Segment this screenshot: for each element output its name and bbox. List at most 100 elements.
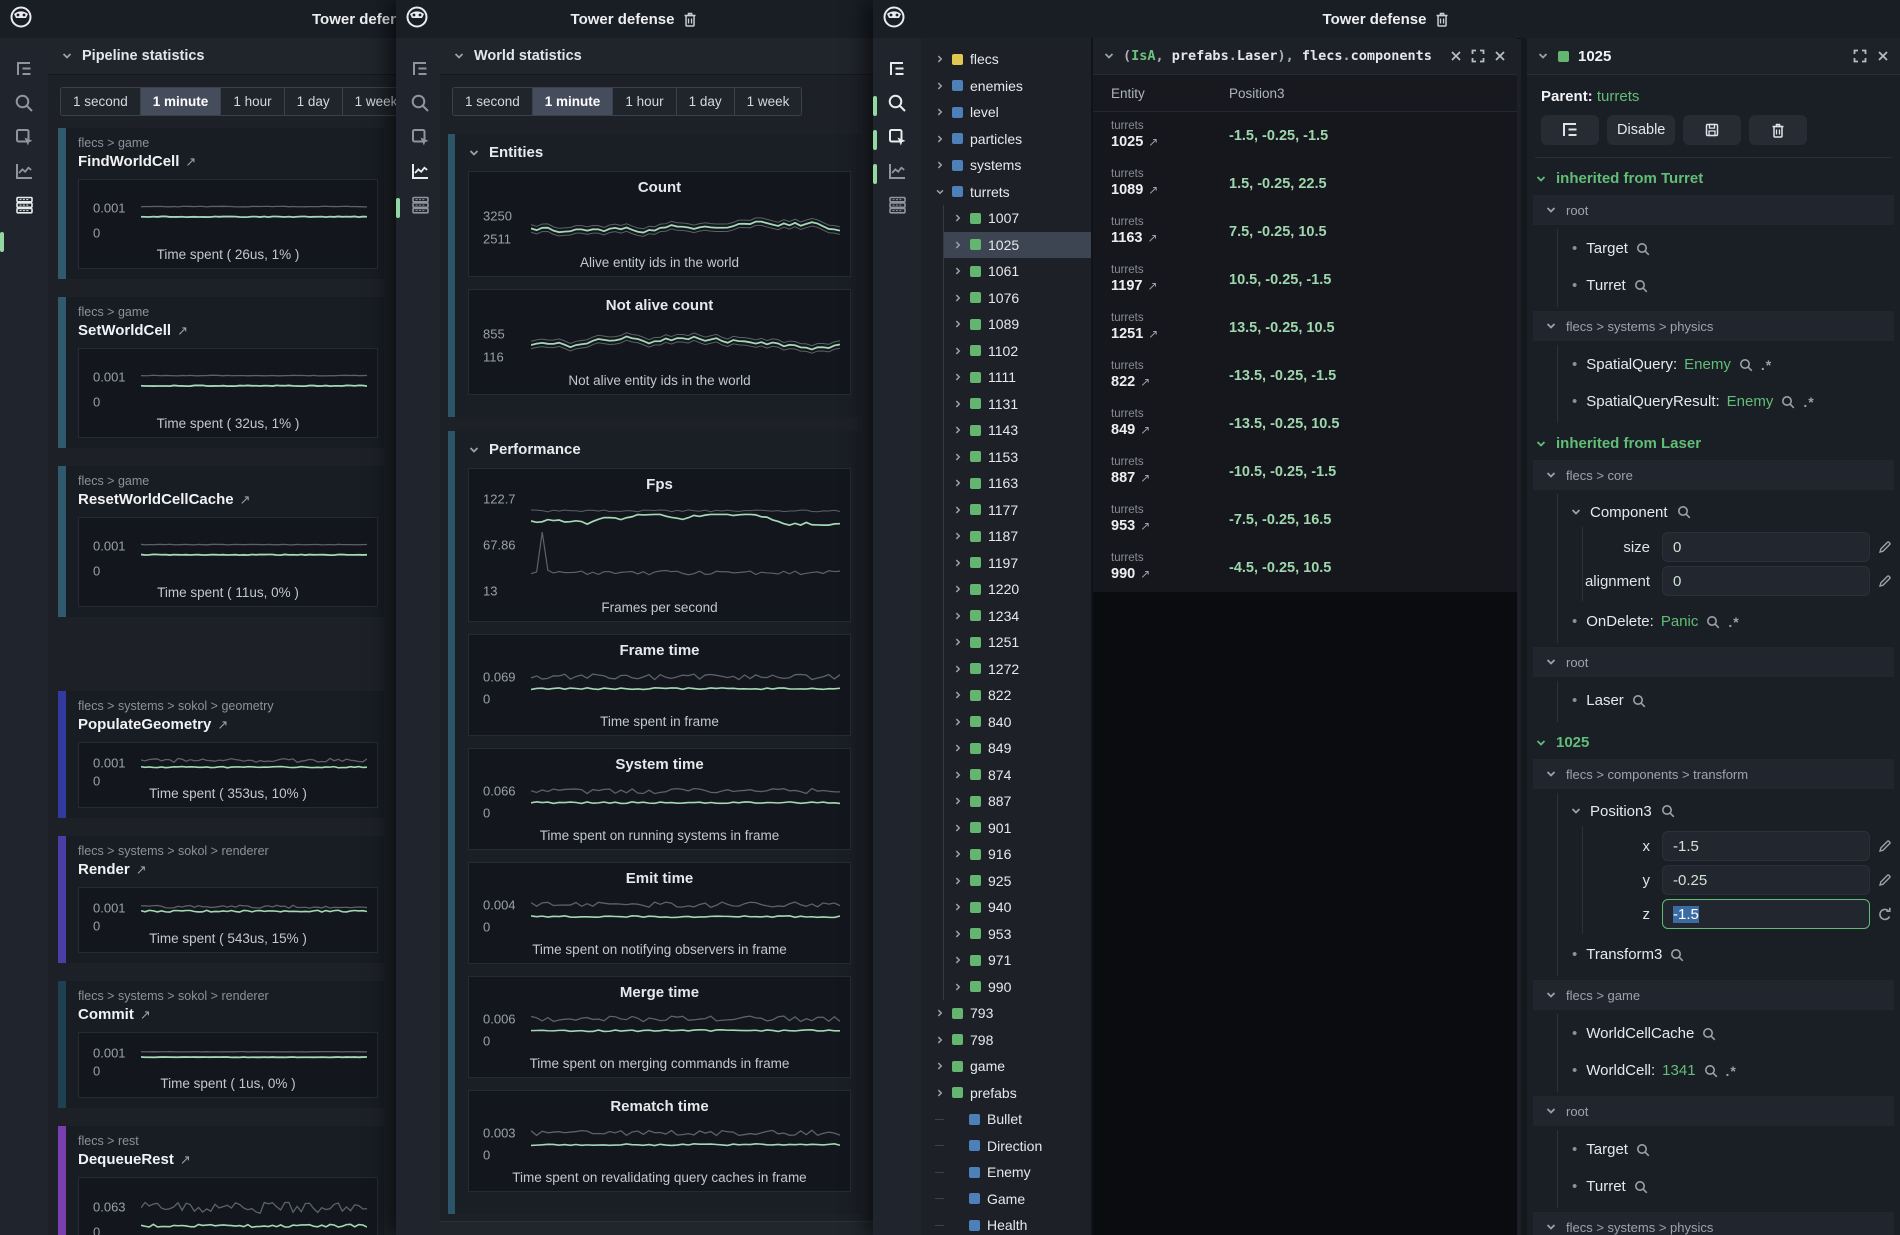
search-icon[interactable]	[1676, 504, 1692, 520]
chevron-right-icon[interactable]	[953, 239, 963, 251]
tree-item-822[interactable]: 822	[944, 682, 1091, 709]
component-value-link[interactable]: Panic	[1660, 613, 1699, 630]
component-path-bar[interactable]: flecs > components > transform	[1533, 759, 1894, 789]
component-item[interactable]: • WorldCell: 1341 .*	[1558, 1052, 1900, 1089]
chevron-right-icon[interactable]	[953, 901, 963, 913]
tree-item-953[interactable]: 953	[944, 921, 1091, 948]
world-stats-icon[interactable]	[886, 160, 908, 182]
chevron-right-icon[interactable]	[953, 345, 963, 357]
chevron-right-icon[interactable]	[935, 1034, 945, 1046]
tree-item-1131[interactable]: 1131	[944, 391, 1091, 418]
chevron-right-icon[interactable]	[953, 504, 963, 516]
pipeline-section-header[interactable]: Pipeline statistics	[48, 38, 396, 75]
query-result-row[interactable]: turrets 822 ↗ -13.5, -0.25, -1.5	[1093, 352, 1517, 400]
timeframe-1-week[interactable]: 1 week	[734, 88, 802, 115]
chevron-right-icon[interactable]	[953, 848, 963, 860]
query-expression-input[interactable]: (IsA, prefabs.Laser), flecs.components	[1123, 48, 1432, 64]
component-item[interactable]: • Laser	[1558, 682, 1900, 719]
entity-id-link[interactable]: 1163 ↗	[1111, 230, 1158, 246]
tree-item-enemy[interactable]: Enemy	[921, 1159, 1091, 1186]
undo-icon[interactable]	[1870, 906, 1900, 922]
stat-name-link[interactable]: DequeueRest ↗	[78, 1151, 191, 1168]
entity-id-link[interactable]: 822 ↗	[1111, 374, 1151, 390]
group-header[interactable]: Performance	[468, 441, 851, 458]
entity-tree-icon[interactable]	[409, 58, 431, 80]
component-path-bar[interactable]: flecs > systems > physics	[1533, 311, 1894, 341]
chevron-right-icon[interactable]	[935, 1007, 945, 1019]
inspector-icon[interactable]	[886, 126, 908, 148]
chevron-right-icon[interactable]	[953, 954, 963, 966]
edit-pencil-icon[interactable]	[1870, 539, 1900, 555]
component-expander-row[interactable]: Component	[1558, 497, 1900, 527]
timeframe-1-hour[interactable]: 1 hour	[613, 88, 677, 115]
chevron-right-icon[interactable]	[953, 451, 963, 463]
search-icon[interactable]	[1631, 693, 1647, 709]
query-result-row[interactable]: turrets 887 ↗ -10.5, -0.25, -1.5	[1093, 448, 1517, 496]
entity-id-link[interactable]: 1251 ↗	[1111, 326, 1159, 342]
tree-item-prefabs[interactable]: prefabs	[921, 1080, 1091, 1107]
stat-name-link[interactable]: SetWorldCell ↗	[78, 322, 188, 339]
chevron-down-icon[interactable]	[1103, 50, 1115, 62]
component-item[interactable]: • Transform3	[1558, 936, 1900, 973]
tree-item-game[interactable]: game	[921, 1053, 1091, 1080]
component-path-bar[interactable]: flecs > systems > physics	[1533, 1212, 1894, 1235]
chevron-right-icon[interactable]	[953, 265, 963, 277]
search-icon[interactable]	[1660, 803, 1676, 819]
world-stats-icon[interactable]	[409, 160, 431, 182]
group-header[interactable]: Entities	[468, 144, 851, 161]
component-path-bar[interactable]: flecs > game	[1533, 980, 1894, 1010]
tree-item-systems[interactable]: systems	[921, 152, 1091, 179]
entity-id-link[interactable]: 887 ↗	[1111, 470, 1151, 486]
scrollbar-track[interactable]	[440, 1221, 873, 1235]
chevron-right-icon[interactable]	[953, 742, 963, 754]
timeframe-1-second[interactable]: 1 second	[61, 88, 141, 115]
tree-item-1251[interactable]: 1251	[944, 629, 1091, 656]
query-result-row[interactable]: turrets 990 ↗ -4.5, -0.25, 10.5	[1093, 544, 1517, 592]
close-panel-icon[interactable]	[1493, 49, 1507, 63]
chevron-right-icon[interactable]	[953, 424, 963, 436]
inherit-section-header[interactable]: inherited from Turret	[1535, 170, 1900, 187]
tree-item-1061[interactable]: 1061	[944, 258, 1091, 285]
timeframe-1-day[interactable]: 1 day	[284, 88, 343, 115]
tree-item-bullet[interactable]: Bullet	[921, 1106, 1091, 1133]
chevron-right-icon[interactable]	[935, 80, 945, 92]
world-stats-icon[interactable]	[13, 160, 35, 182]
component-item[interactable]: • SpatialQuery: Enemy .*	[1558, 346, 1900, 383]
query-result-row[interactable]: turrets 1025 ↗ -1.5, -0.25, -1.5	[1093, 112, 1517, 160]
search-icon[interactable]	[1669, 947, 1685, 963]
search-icon[interactable]	[409, 92, 431, 114]
chevron-down-icon[interactable]	[935, 186, 945, 198]
chevron-right-icon[interactable]	[953, 530, 963, 542]
chevron-right-icon[interactable]	[953, 636, 963, 648]
chevron-right-icon[interactable]	[953, 398, 963, 410]
tree-item-1025[interactable]: 1025	[944, 231, 1091, 258]
chevron-right-icon[interactable]	[953, 610, 963, 622]
stat-name-link[interactable]: Render ↗	[78, 861, 147, 878]
expand-panel-icon[interactable]	[1471, 49, 1485, 63]
clear-query-icon[interactable]	[1449, 49, 1463, 63]
tree-item-925[interactable]: 925	[944, 868, 1091, 895]
tree-item-1163[interactable]: 1163	[944, 470, 1091, 497]
component-path-bar[interactable]: root	[1533, 1096, 1894, 1126]
query-result-row[interactable]: turrets 849 ↗ -13.5, -0.25, 10.5	[1093, 400, 1517, 448]
inherit-section-header[interactable]: inherited from Laser	[1535, 435, 1900, 452]
tree-item-840[interactable]: 840	[944, 709, 1091, 736]
tree-item-particles[interactable]: particles	[921, 126, 1091, 153]
tree-item-887[interactable]: 887	[944, 788, 1091, 815]
timeframe-1-minute[interactable]: 1 minute	[532, 88, 614, 115]
query-result-row[interactable]: turrets 1197 ↗ 10.5, -0.25, -1.5	[1093, 256, 1517, 304]
chevron-right-icon[interactable]	[935, 106, 945, 118]
search-icon[interactable]	[1703, 1063, 1719, 1079]
component-value-link[interactable]: 1341	[1662, 1062, 1696, 1079]
stat-name-link[interactable]: Commit ↗	[78, 1006, 151, 1023]
timeframe-1-second[interactable]: 1 second	[453, 88, 533, 115]
tree-item-990[interactable]: 990	[944, 974, 1091, 1001]
tree-item-874[interactable]: 874	[944, 762, 1091, 789]
chevron-right-icon[interactable]	[953, 583, 963, 595]
tree-item-turrets[interactable]: turrets	[921, 179, 1091, 206]
expand-panel-icon[interactable]	[1853, 49, 1867, 63]
tree-item-798[interactable]: 798	[921, 1027, 1091, 1054]
chevron-right-icon[interactable]	[935, 53, 945, 65]
chevron-right-icon[interactable]	[953, 769, 963, 781]
entity-id-link[interactable]: 849 ↗	[1111, 422, 1151, 438]
